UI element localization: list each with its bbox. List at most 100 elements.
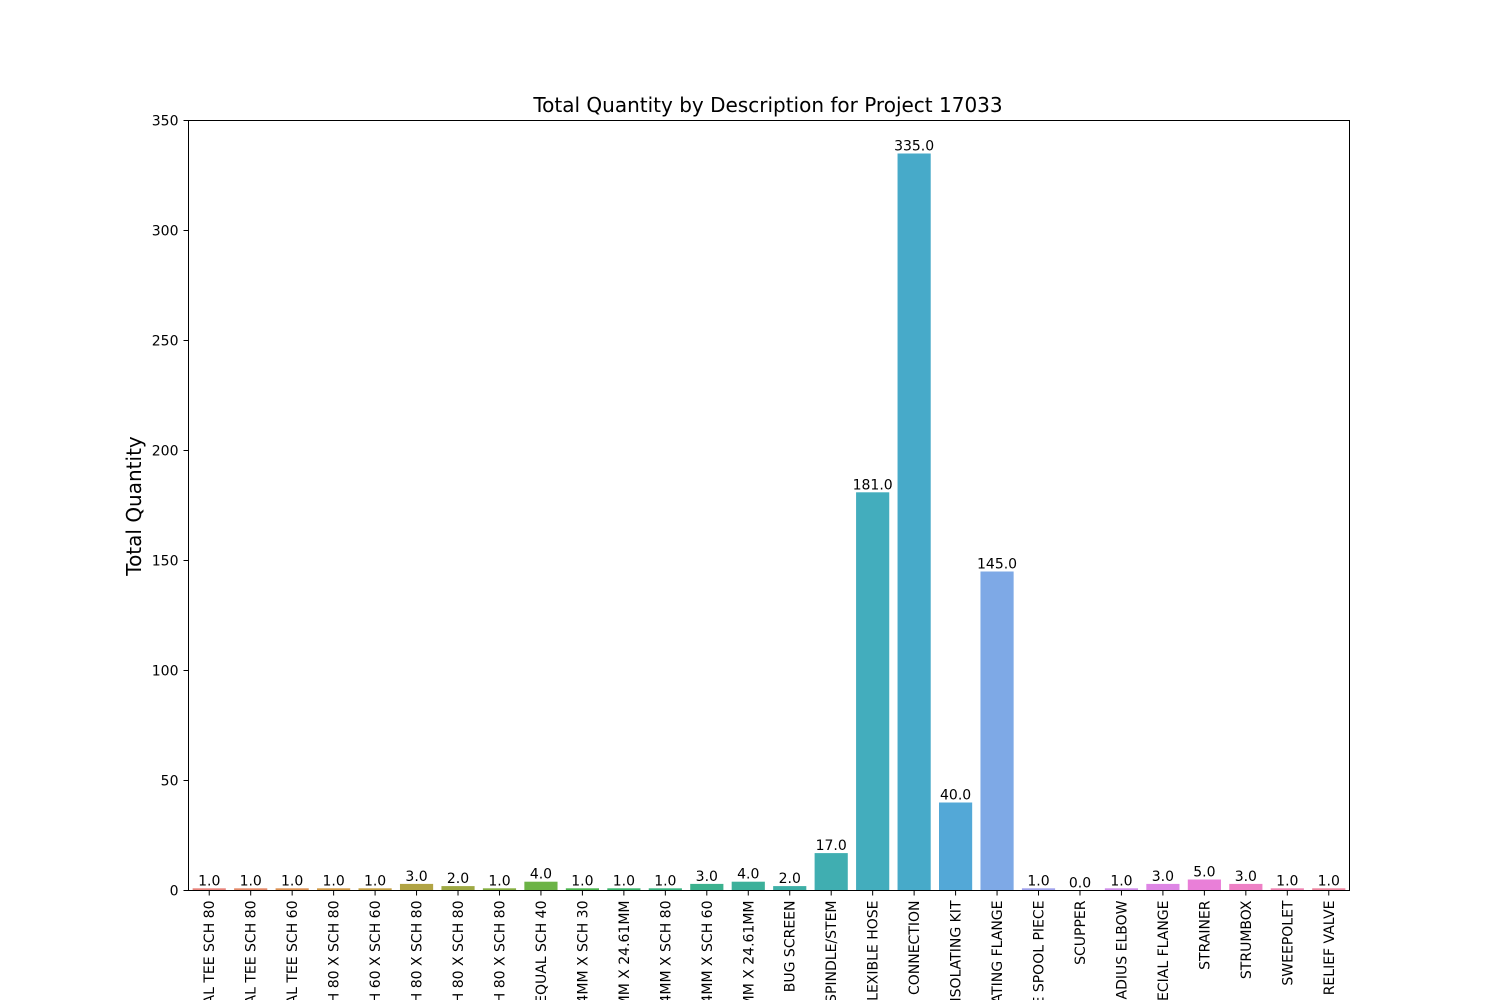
bar-6 — [441, 886, 475, 891]
plot-frame — [188, 120, 1350, 891]
value-label-19: 145.0 — [977, 557, 1017, 573]
y-tick-label-7: 350 — [152, 114, 179, 130]
y-axis-ticks: 0 50 100 150 200 250 300 350 — [152, 114, 189, 900]
bar-13 — [731, 881, 765, 891]
y-tick-label-3: 150 — [152, 554, 179, 570]
x-tick-label-10: MM X 24.61MM — [617, 901, 633, 1000]
x-tick-label-18: ISOLATING KIT — [949, 900, 965, 1000]
value-label-10: 1.0 — [613, 873, 635, 889]
y-tick-label-0: 0 — [170, 884, 179, 900]
bar-27 — [1312, 888, 1346, 891]
x-tick-label-11: 4MM X SCH 80 — [658, 901, 674, 1000]
x-tick-label-21: SCUPPER — [1073, 900, 1089, 965]
x-tick-label-19: ATING FLANGE — [990, 901, 1006, 1000]
bar-11 — [648, 888, 682, 891]
chart-title: Total Quantity by Description for Projec… — [532, 93, 1002, 117]
bar-9 — [565, 888, 599, 891]
y-tick-label-4: 200 — [152, 444, 179, 460]
value-label-21: 0.0 — [1069, 876, 1091, 892]
x-tick-label-12: 4MM X SCH 60 — [700, 901, 716, 1000]
bar-10 — [607, 888, 641, 891]
x-tick-label-2: AL TEE SCH 60 — [285, 901, 301, 1000]
y-tick-label-2: 100 — [152, 664, 179, 680]
x-tick-label-6: H 80 X SCH 80 — [451, 901, 467, 1000]
bar-0 — [192, 888, 226, 891]
y-tick-label-1: 50 — [161, 774, 179, 790]
y-tick-label-5: 250 — [152, 334, 179, 350]
bar-18 — [939, 802, 973, 891]
value-label-8: 4.0 — [530, 867, 552, 883]
x-tick-label-20: E SPOOL PIECE — [1032, 901, 1048, 1000]
bar-17 — [897, 153, 931, 891]
bar-26 — [1270, 888, 1304, 891]
value-label-1: 1.0 — [240, 873, 262, 889]
x-tick-label-9: 4MM X SCH 30 — [575, 901, 591, 1000]
bar-3 — [317, 888, 351, 891]
value-label-24: 5.0 — [1193, 865, 1215, 881]
bar-1 — [234, 888, 268, 891]
y-tick-label-6: 300 — [152, 224, 179, 240]
x-tick-label-8: EQUAL SCH 40 — [534, 901, 550, 1000]
value-label-15: 17.0 — [816, 838, 847, 854]
value-label-14: 2.0 — [779, 871, 801, 887]
value-label-25: 3.0 — [1235, 869, 1257, 885]
bar-4 — [358, 888, 392, 891]
x-tick-label-22: ADIUS ELBOW — [1114, 900, 1130, 999]
value-label-16: 181.0 — [853, 477, 893, 493]
x-tick-label-23: ECIAL FLANGE — [1156, 901, 1172, 1000]
x-tick-label-27: RELIEF VALVE — [1322, 901, 1338, 996]
x-tick-label-3: H 80 X SCH 80 — [327, 901, 343, 1000]
value-label-11: 1.0 — [654, 873, 676, 889]
bar-25 — [1229, 883, 1263, 891]
x-tick-label-0: AL TEE SCH 80 — [202, 901, 218, 1000]
bar-16 — [856, 492, 890, 891]
x-axis-ticks: AL TEE SCH 80 AL TEE SCH 80 AL TEE SCH 60 H… — [202, 890, 1338, 1000]
value-label-4: 1.0 — [364, 873, 386, 889]
value-label-7: 1.0 — [488, 873, 510, 889]
value-label-27: 1.0 — [1318, 873, 1340, 889]
x-tick-label-5: H 80 X SCH 80 — [410, 901, 426, 1000]
value-label-17: 335.0 — [894, 139, 934, 155]
x-tick-label-4: H 60 X SCH 60 — [368, 901, 384, 1000]
bar-5 — [399, 883, 434, 891]
x-tick-label-13: MM X 24.61MM — [741, 901, 757, 1000]
value-label-12: 3.0 — [696, 869, 718, 885]
y-axis-label: Total Quantity — [122, 436, 146, 577]
bar-14 — [773, 886, 807, 891]
bar-8 — [524, 881, 558, 891]
x-tick-label-14: BUG SCREEN — [783, 901, 799, 993]
bars-layer — [192, 153, 1346, 891]
bar-24 — [1187, 879, 1221, 891]
value-label-9: 1.0 — [571, 873, 593, 889]
x-tick-label-16: LEXIBLE HOSE — [866, 901, 882, 1000]
value-label-6: 2.0 — [447, 871, 469, 887]
value-label-5: 3.0 — [405, 869, 427, 885]
x-tick-label-15: SPINDLE/STEM — [824, 901, 840, 1000]
bar-15 — [814, 853, 848, 891]
bar-22 — [1104, 888, 1139, 891]
bar-19 — [980, 571, 1014, 891]
x-tick-label-26: SWEEPOLET — [1280, 900, 1296, 986]
x-tick-label-1: AL TEE SCH 80 — [244, 901, 260, 1000]
x-tick-label-17: E CONNECTION — [907, 901, 923, 1000]
value-label-3: 1.0 — [322, 873, 344, 889]
value-label-13: 4.0 — [737, 867, 759, 883]
value-label-23: 3.0 — [1152, 869, 1174, 885]
value-label-2: 1.0 — [281, 873, 303, 889]
value-label-22: 1.0 — [1110, 873, 1132, 889]
x-tick-label-25: STRUMBOX — [1239, 900, 1255, 979]
bar-2 — [275, 888, 309, 891]
value-label-0: 1.0 — [198, 873, 220, 889]
x-tick-label-7: H 80 X SCH 80 — [492, 901, 508, 1000]
bar-23 — [1146, 883, 1180, 891]
value-labels-layer: 1.0 1.0 1.0 1.0 1.0 3.0 2.0 1.0 4.0 1.0 1.0 1.0 3.0 4… — [198, 139, 1340, 892]
bar-7 — [482, 888, 517, 891]
value-label-26: 1.0 — [1276, 873, 1298, 889]
value-label-20: 1.0 — [1027, 873, 1049, 889]
bar-12 — [690, 883, 724, 891]
x-tick-label-24: STRAINER — [1197, 900, 1213, 970]
bar-20 — [1021, 888, 1056, 891]
value-label-18: 40.0 — [940, 788, 971, 804]
